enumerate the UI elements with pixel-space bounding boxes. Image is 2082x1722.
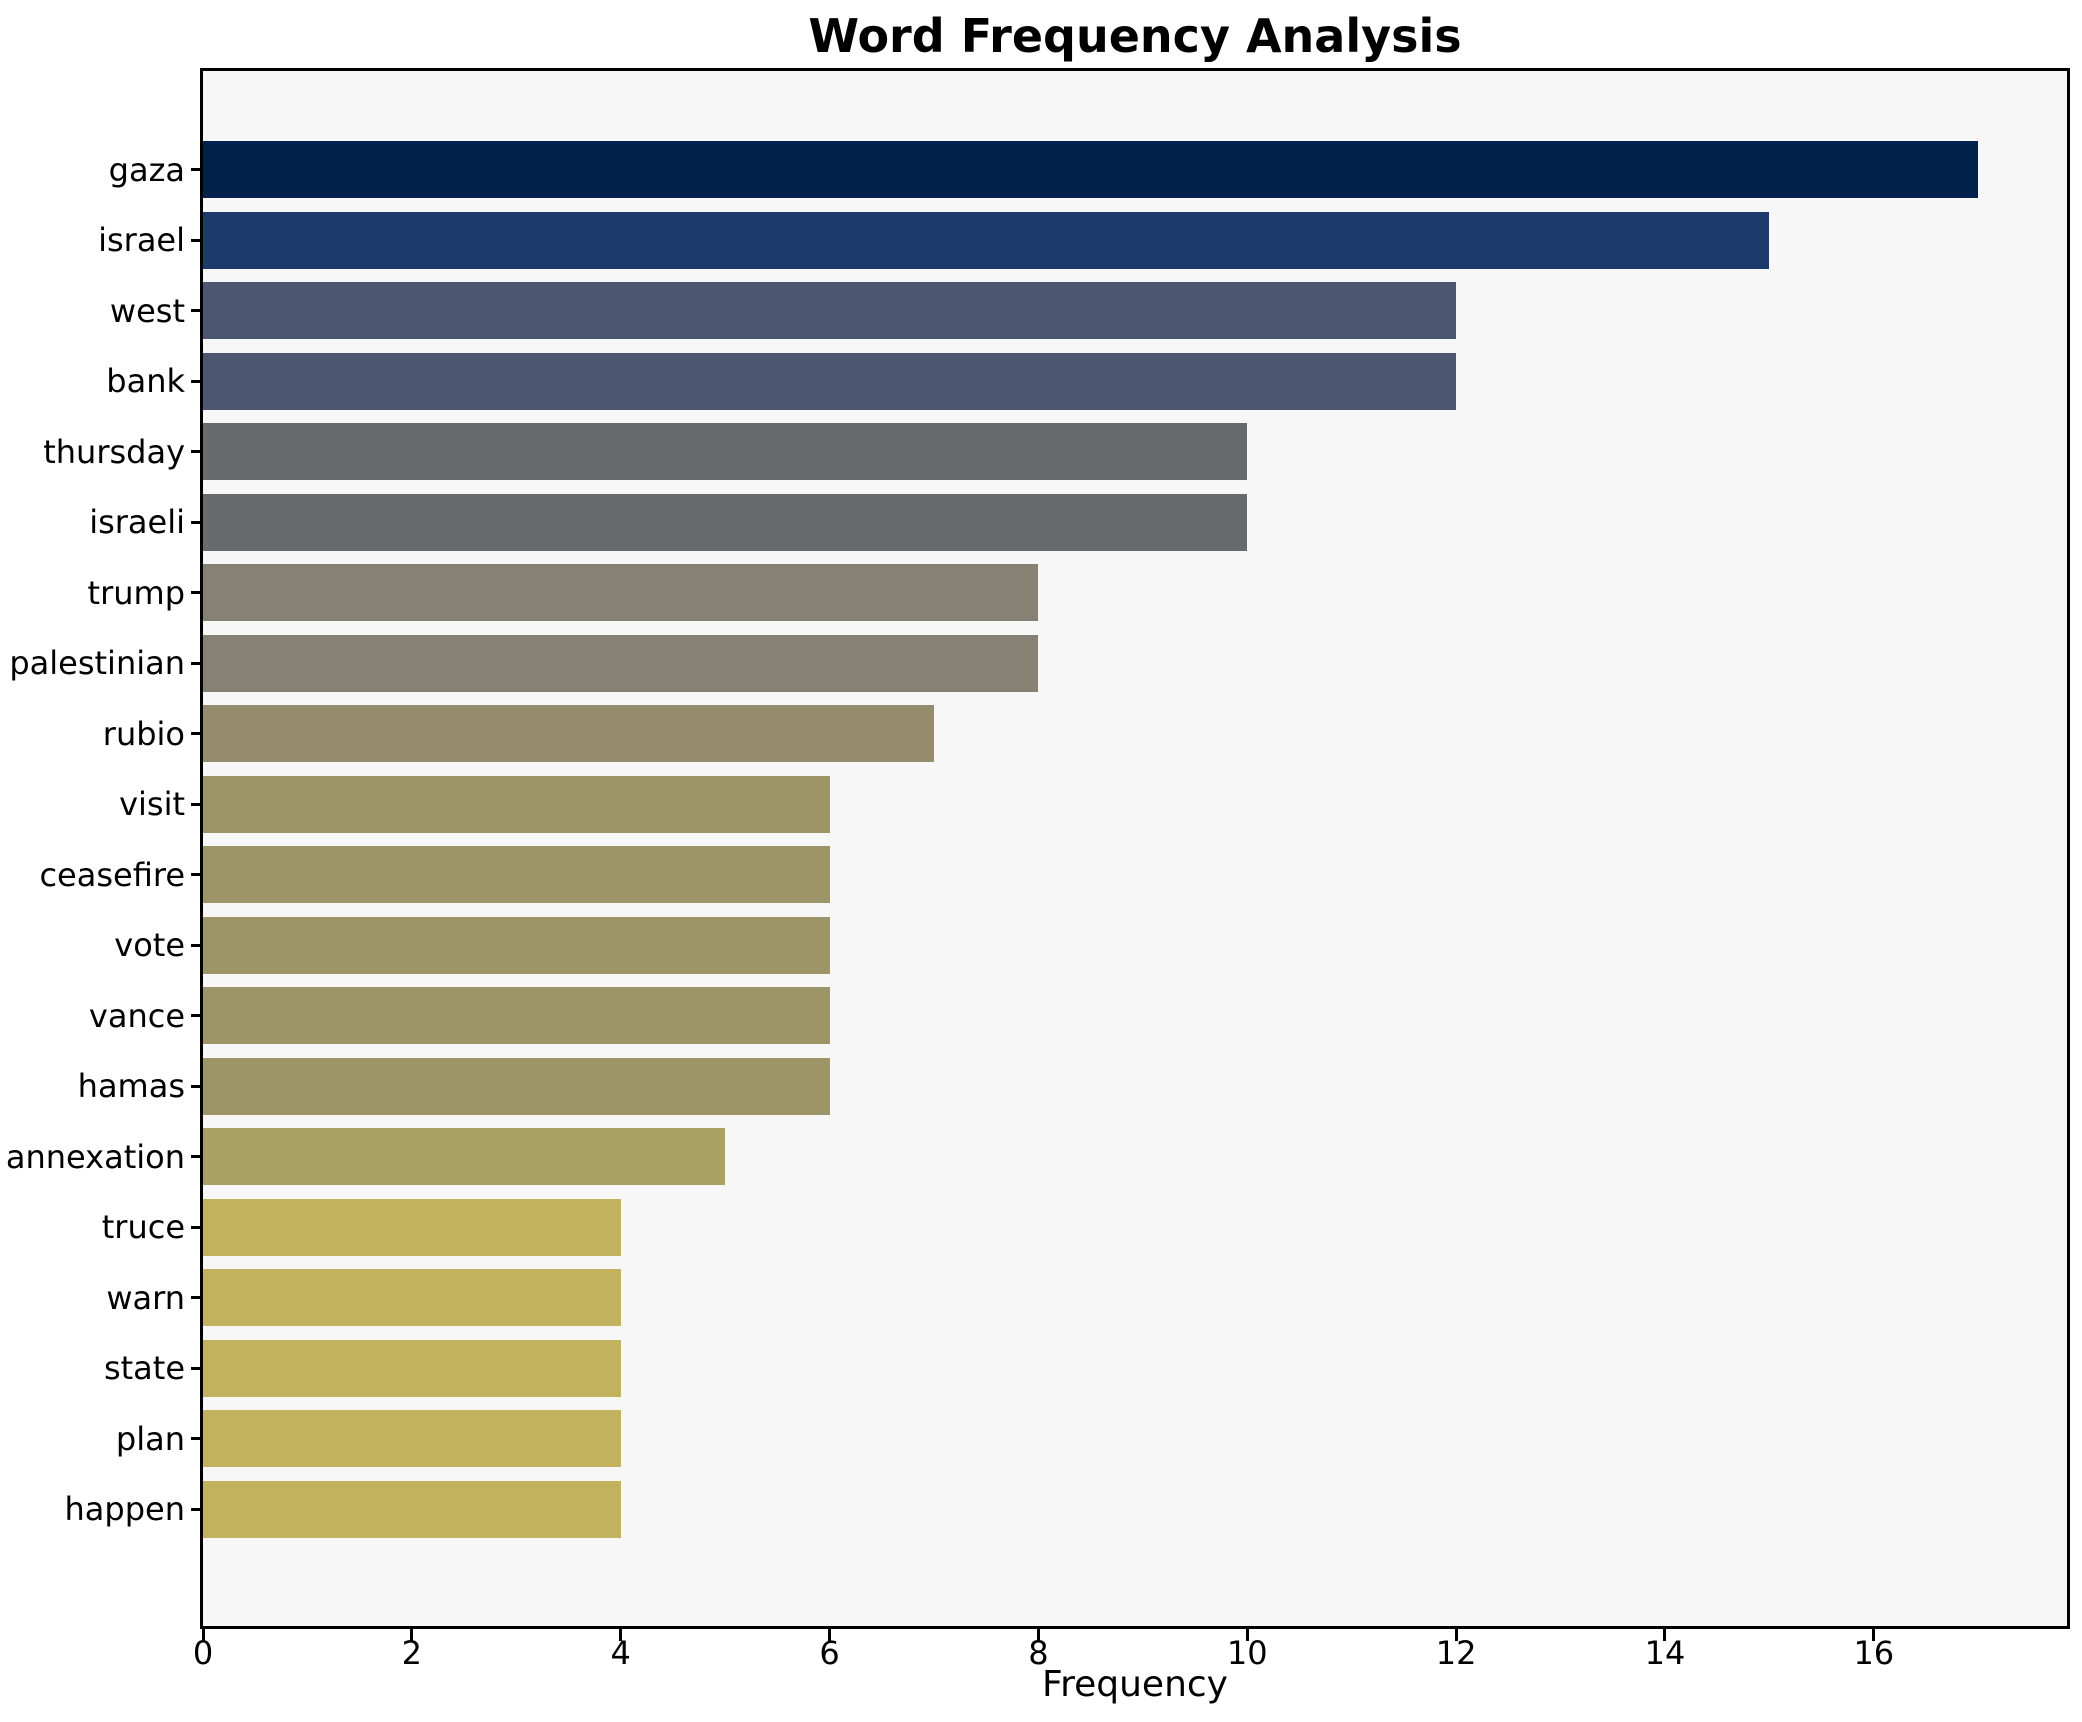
bar-plan bbox=[203, 1410, 621, 1467]
bar-palestinian bbox=[203, 634, 1039, 692]
y-tick-label-hamas: hamas bbox=[77, 1067, 185, 1105]
y-tick-label-warn: warn bbox=[106, 1278, 185, 1317]
x-tick-label-12: 12 bbox=[1435, 1634, 1477, 1672]
y-tick-label-state: state bbox=[103, 1349, 185, 1387]
x-tick-label-14: 14 bbox=[1644, 1634, 1686, 1672]
y-tick-happen bbox=[191, 1507, 203, 1511]
bar-rubio bbox=[203, 705, 934, 762]
y-tick-label-vance: vance bbox=[88, 996, 185, 1035]
y-tick-label-vote: vote bbox=[114, 926, 185, 964]
x-tick-label-10: 10 bbox=[1226, 1634, 1268, 1672]
x-tick-8 bbox=[1036, 1629, 1040, 1641]
x-tick-label-6: 6 bbox=[819, 1634, 840, 1672]
bar-israel bbox=[203, 211, 1770, 269]
y-tick-label-ceasefire: ceasefire bbox=[39, 855, 185, 894]
x-tick-0 bbox=[201, 1629, 205, 1641]
y-tick-thursday bbox=[191, 450, 203, 453]
x-tick-6 bbox=[828, 1629, 832, 1641]
x-tick-label-4: 4 bbox=[610, 1634, 631, 1672]
x-tick-16 bbox=[1872, 1629, 1876, 1641]
bar-gaza bbox=[203, 141, 1979, 198]
y-tick-rubio bbox=[191, 732, 203, 735]
bar-visit bbox=[203, 775, 830, 833]
y-tick-bank bbox=[191, 379, 203, 383]
x-tick-label-16: 16 bbox=[1853, 1634, 1895, 1672]
bar-west bbox=[203, 282, 1457, 339]
bar-annexation bbox=[203, 1128, 726, 1185]
y-tick-truce bbox=[191, 1225, 203, 1229]
y-tick-ceasefire bbox=[191, 873, 203, 876]
y-tick-label-visit: visit bbox=[119, 785, 185, 823]
y-tick-label-palestinian: palestinian bbox=[9, 644, 185, 682]
y-tick-israel bbox=[191, 238, 203, 242]
bar-happen bbox=[203, 1480, 621, 1538]
y-tick-visit bbox=[191, 802, 203, 806]
x-axis-label: Frequency bbox=[1042, 1664, 1228, 1705]
x-tick-label-2: 2 bbox=[401, 1634, 423, 1672]
y-tick-vance bbox=[191, 1014, 203, 1017]
y-tick-israeli bbox=[191, 520, 203, 524]
bar-warn bbox=[203, 1269, 621, 1326]
x-tick-12 bbox=[1454, 1629, 1458, 1641]
y-tick-annexation bbox=[191, 1155, 203, 1158]
bar-truce bbox=[203, 1198, 621, 1256]
bar-vote bbox=[203, 916, 830, 974]
y-tick-label-west: west bbox=[109, 291, 185, 330]
chart-title: Word Frequency Analysis bbox=[808, 9, 1462, 63]
bar-vance bbox=[203, 987, 830, 1044]
y-tick-label-plan: plan bbox=[115, 1419, 185, 1458]
y-tick-hamas bbox=[191, 1084, 203, 1088]
y-tick-label-trump: trump bbox=[87, 573, 185, 612]
y-tick-label-rubio: rubio bbox=[102, 714, 185, 753]
y-tick-label-happen: happen bbox=[64, 1490, 185, 1528]
bar-israeli bbox=[203, 493, 1248, 551]
y-tick-trump bbox=[191, 591, 203, 594]
y-tick-plan bbox=[191, 1437, 203, 1440]
y-tick-west bbox=[191, 309, 203, 312]
y-tick-warn bbox=[191, 1296, 203, 1299]
bar-bank bbox=[203, 352, 1457, 410]
x-tick-4 bbox=[619, 1629, 623, 1641]
x-tick-14 bbox=[1663, 1629, 1667, 1641]
y-tick-label-thursday: thursday bbox=[43, 432, 185, 471]
x-tick-label-0: 0 bbox=[192, 1634, 214, 1672]
y-tick-label-bank: bank bbox=[106, 362, 185, 400]
bar-state bbox=[203, 1339, 621, 1397]
y-tick-label-annexation: annexation bbox=[5, 1137, 185, 1176]
bar-thursday bbox=[203, 423, 1248, 480]
bar-hamas bbox=[203, 1057, 830, 1115]
y-tick-vote bbox=[191, 943, 203, 947]
y-tick-label-israel: israel bbox=[98, 221, 185, 259]
y-tick-label-israeli: israeli bbox=[89, 503, 185, 541]
x-tick-2 bbox=[410, 1629, 414, 1641]
y-tick-state bbox=[191, 1366, 203, 1370]
y-tick-label-gaza: gaza bbox=[108, 150, 185, 189]
bar-trump bbox=[203, 564, 1039, 621]
bar-ceasefire bbox=[203, 846, 830, 903]
x-tick-label-8: 8 bbox=[1028, 1634, 1049, 1672]
y-tick-gaza bbox=[191, 168, 203, 171]
y-tick-palestinian bbox=[191, 661, 203, 665]
x-tick-10 bbox=[1245, 1629, 1249, 1641]
y-tick-label-truce: truce bbox=[101, 1208, 185, 1246]
